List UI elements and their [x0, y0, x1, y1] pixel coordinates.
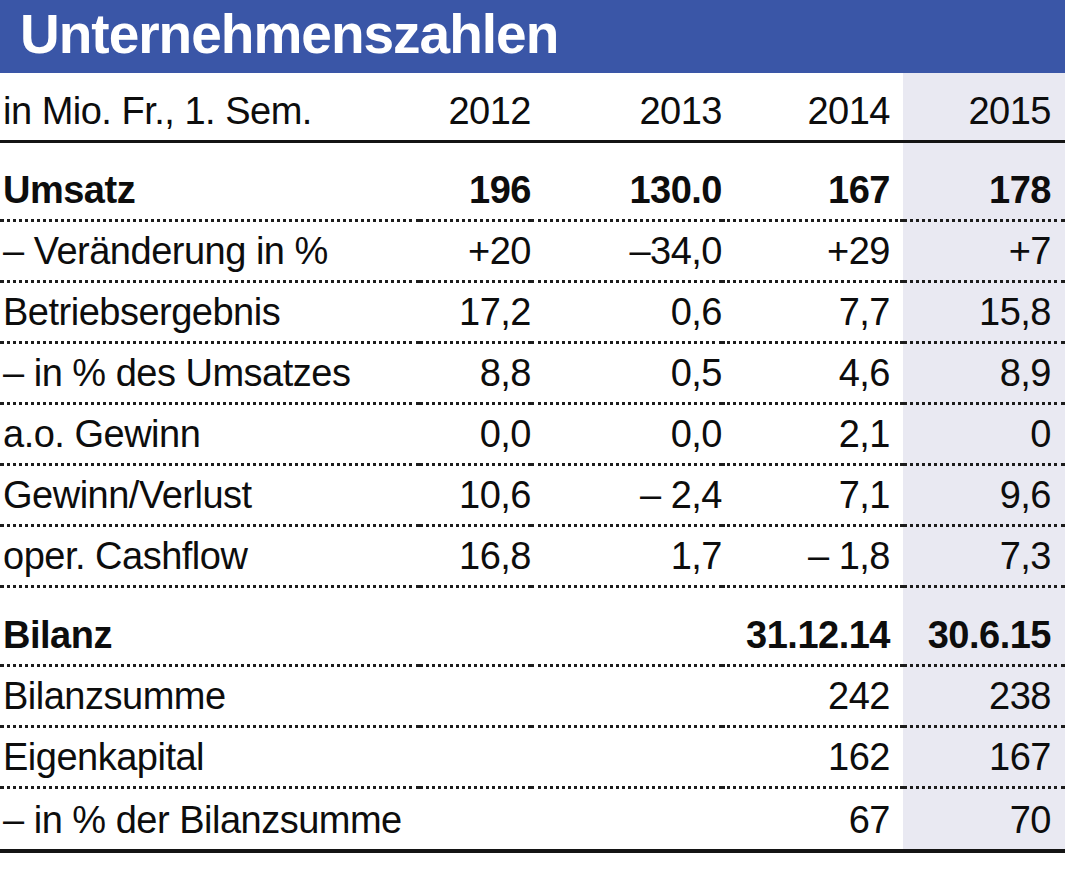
row-label: oper. Cashflow: [0, 525, 420, 586]
table-row: Bilanzsumme 242238: [0, 665, 1065, 726]
cell-2015: 238: [903, 665, 1065, 726]
column-header-2015: 2015: [903, 73, 1065, 141]
row-label: Betriebsergebnis: [0, 281, 420, 342]
column-header-2012: 2012: [420, 73, 531, 141]
table-title-bar: Unternehmenszahlen: [0, 0, 1065, 73]
cell-2013: 130.0: [531, 141, 722, 220]
cell-2014: 4,6: [722, 342, 903, 403]
cell-2013: 0,6: [531, 281, 722, 342]
table-row: Gewinn/Verlust10,6– 2,47,19,6: [0, 464, 1065, 525]
page-title: Unternehmenszahlen: [0, 7, 558, 66]
table-row: a.o. Gewinn0,00,02,10: [0, 403, 1065, 464]
cell-2012: +20: [420, 220, 531, 281]
cell-2015: 15,8: [903, 281, 1065, 342]
table-header-row: in Mio. Fr., 1. Sem. 2012 2013 2014 2015: [0, 73, 1065, 141]
cell-2014: 67: [722, 787, 903, 851]
table-row: Eigenkapital 162167: [0, 726, 1065, 787]
cell-2013: [531, 586, 722, 665]
row-label: a.o. Gewinn: [0, 403, 420, 464]
cell-2013: [531, 787, 722, 851]
cell-2012: 8,8: [420, 342, 531, 403]
cell-2012: [420, 787, 531, 851]
cell-2014: 162: [722, 726, 903, 787]
cell-2013: [531, 665, 722, 726]
figures-table-body: Umsatz196130.0167178– Veränderung in %+2…: [0, 141, 1065, 851]
cell-2013: 0,0: [531, 403, 722, 464]
table-row: – in % der Bilanzsumme 6770: [0, 787, 1065, 851]
row-label: – in % des Umsatzes: [0, 342, 420, 403]
cell-2012: [420, 726, 531, 787]
row-label: Umsatz: [0, 141, 420, 220]
cell-2014: 242: [722, 665, 903, 726]
cell-2014: – 1,8: [722, 525, 903, 586]
column-header-2014: 2014: [722, 73, 903, 141]
unit-label: in Mio. Fr., 1. Sem.: [0, 73, 420, 141]
figures-table: in Mio. Fr., 1. Sem. 2012 2013 2014 2015…: [0, 73, 1065, 853]
cell-2012: 16,8: [420, 525, 531, 586]
cell-2012: [420, 665, 531, 726]
cell-2012: [420, 586, 531, 665]
cell-2012: 17,2: [420, 281, 531, 342]
cell-2012: 10,6: [420, 464, 531, 525]
cell-2013: –34,0: [531, 220, 722, 281]
row-label: Eigenkapital: [0, 726, 420, 787]
cell-2015: 9,6: [903, 464, 1065, 525]
table-row: – Veränderung in %+20–34,0+29+7: [0, 220, 1065, 281]
cell-2013: – 2,4: [531, 464, 722, 525]
cell-2012: 196: [420, 141, 531, 220]
cell-2014: +29: [722, 220, 903, 281]
row-label: Bilanz: [0, 586, 420, 665]
company-figures-panel: Unternehmenszahlen in Mio. Fr., 1. Sem. …: [0, 0, 1065, 886]
cell-2012: 0,0: [420, 403, 531, 464]
row-label: Bilanzsumme: [0, 665, 420, 726]
cell-2015: +7: [903, 220, 1065, 281]
cell-2014: 7,1: [722, 464, 903, 525]
cell-2015: 7,3: [903, 525, 1065, 586]
table-row: Umsatz196130.0167178: [0, 141, 1065, 220]
column-header-2013: 2013: [531, 73, 722, 141]
table-row: Betriebsergebnis17,20,67,715,8: [0, 281, 1065, 342]
row-label: – Veränderung in %: [0, 220, 420, 281]
cell-2014: 2,1: [722, 403, 903, 464]
row-label: Gewinn/Verlust: [0, 464, 420, 525]
row-label: – in % der Bilanzsumme: [0, 787, 420, 851]
cell-2013: 0,5: [531, 342, 722, 403]
cell-2015: 8,9: [903, 342, 1065, 403]
cell-2014: 7,7: [722, 281, 903, 342]
cell-2013: [531, 726, 722, 787]
cell-2015: 30.6.15: [903, 586, 1065, 665]
cell-2013: 1,7: [531, 525, 722, 586]
cell-2014: 167: [722, 141, 903, 220]
cell-2014: 31.12.14: [722, 586, 903, 665]
table-row: oper. Cashflow16,81,7– 1,87,3: [0, 525, 1065, 586]
table-row: – in % des Umsatzes8,80,54,68,9: [0, 342, 1065, 403]
table-row: Bilanz 31.12.1430.6.15: [0, 586, 1065, 665]
cell-2015: 167: [903, 726, 1065, 787]
cell-2015: 178: [903, 141, 1065, 220]
cell-2015: 0: [903, 403, 1065, 464]
cell-2015: 70: [903, 787, 1065, 851]
